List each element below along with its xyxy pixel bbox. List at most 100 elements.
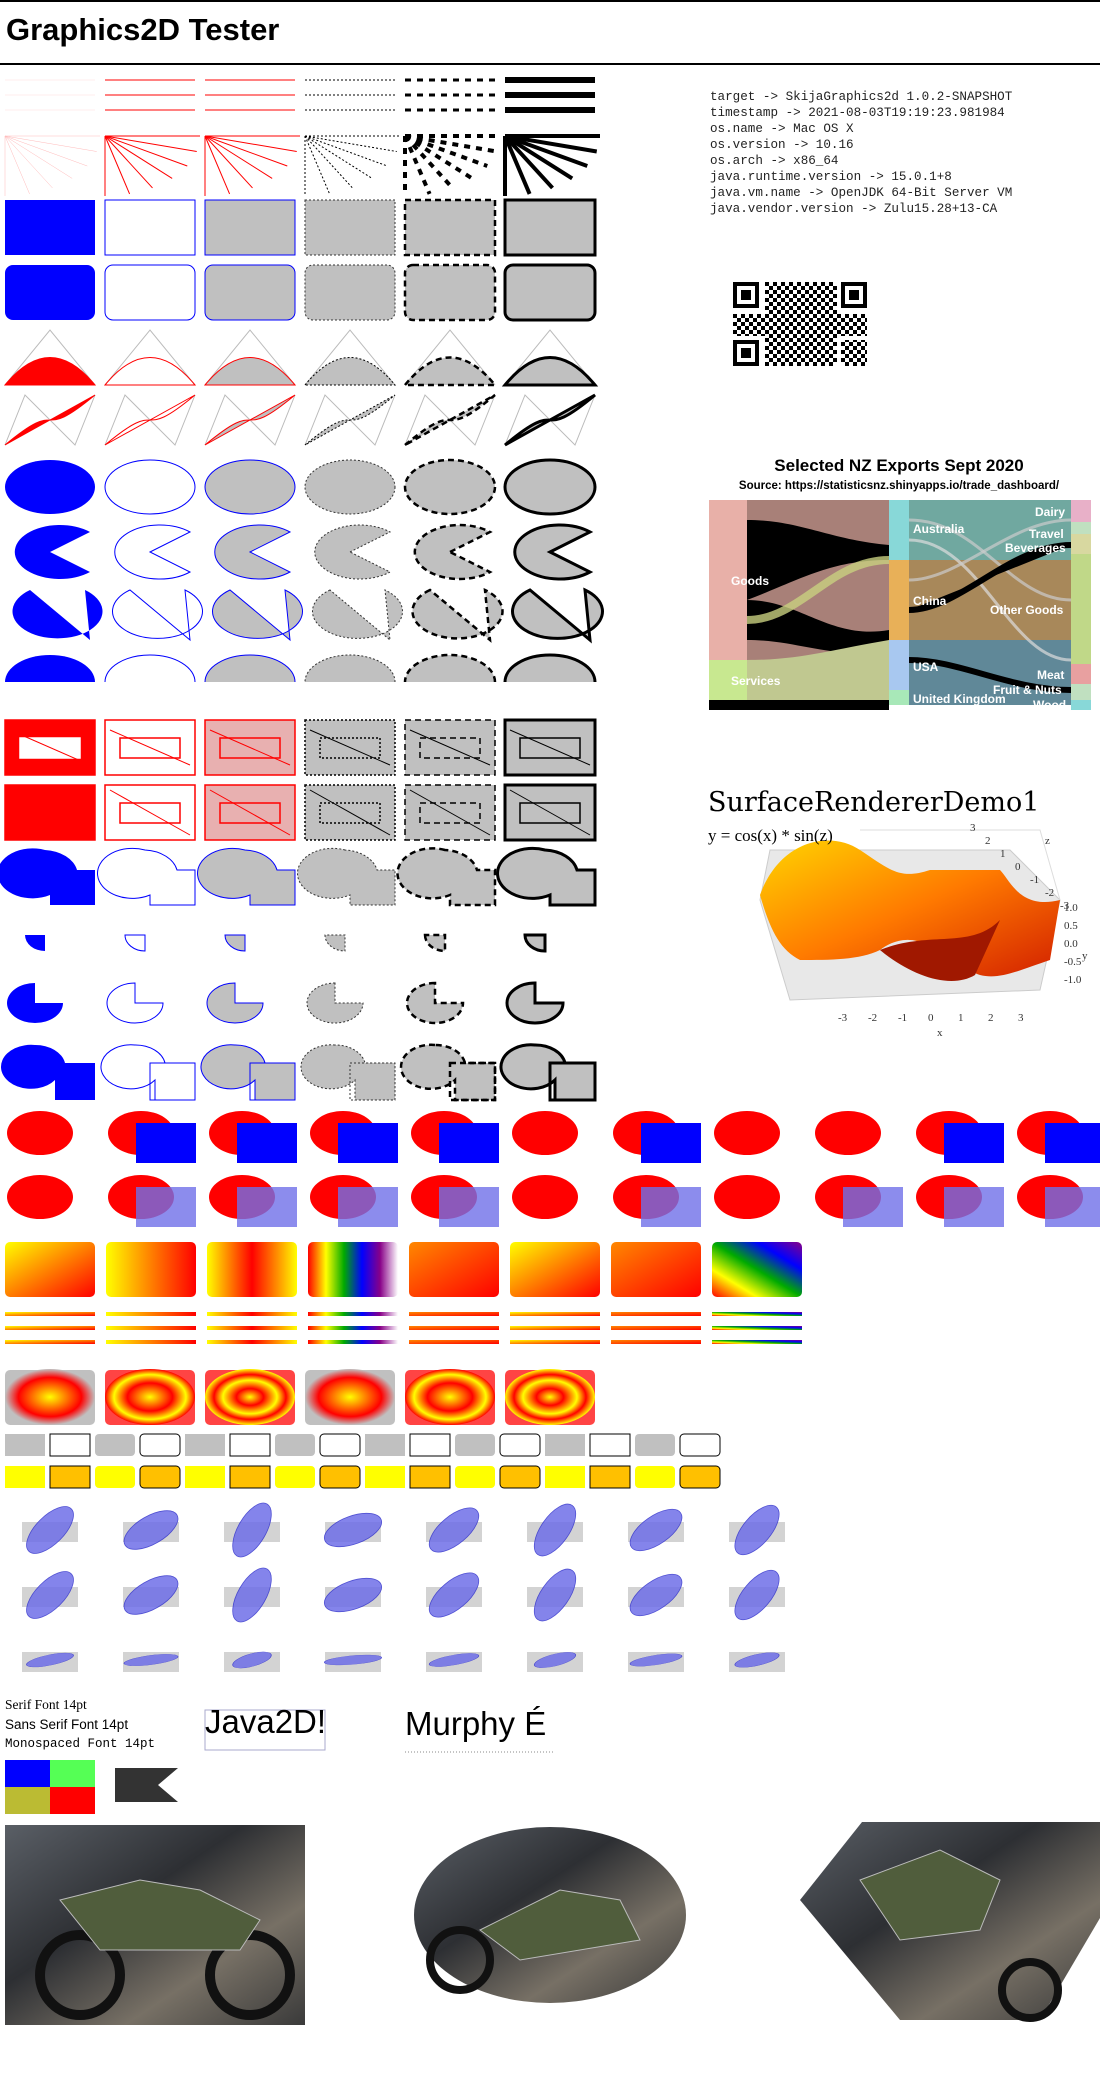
system-info-line: os.name -> Mac OS X bbox=[710, 122, 854, 136]
area-diag bbox=[309, 729, 391, 766]
fan-line bbox=[104, 135, 153, 189]
arc-sample bbox=[5, 655, 95, 682]
union2-sample bbox=[300, 1044, 396, 1101]
composite-rect bbox=[136, 1187, 196, 1227]
radial-gradient-sample bbox=[405, 1369, 495, 1425]
small-pie-sample bbox=[523, 933, 547, 953]
gradient-line bbox=[712, 1340, 802, 1344]
y-tick-label: -1.0 bbox=[1064, 974, 1082, 986]
union-rect bbox=[548, 1061, 597, 1102]
radial-gradient-sample bbox=[105, 1369, 195, 1425]
system-info: target -> SkijaGraphics2d 1.0.2-SNAPSHOT… bbox=[710, 89, 1012, 217]
small-pie-sample bbox=[224, 934, 246, 952]
fan-line bbox=[104, 135, 197, 153]
quad-curve-sample bbox=[203, 357, 297, 386]
fan-line bbox=[4, 135, 30, 195]
mini-shape bbox=[49, 1433, 91, 1457]
area-inner bbox=[319, 802, 381, 824]
chord-sample bbox=[312, 589, 403, 642]
small-pie-sample bbox=[423, 933, 447, 953]
round-rect-sample bbox=[5, 265, 95, 320]
qr-code bbox=[733, 282, 867, 366]
pie-quarter-sample bbox=[505, 981, 565, 1025]
transform-shape bbox=[232, 1502, 272, 1558]
round-rect-sample bbox=[104, 264, 196, 321]
x-tick-label: -1 bbox=[898, 1012, 908, 1024]
pie-sample bbox=[214, 524, 292, 580]
gradient-rect bbox=[308, 1242, 398, 1297]
gradient-line bbox=[5, 1340, 95, 1344]
radial-gradient-sample bbox=[5, 1369, 95, 1425]
fan-line bbox=[504, 134, 588, 168]
mini-shape bbox=[409, 1433, 451, 1457]
z-tick-label: -2 bbox=[1045, 887, 1055, 899]
gradient-line bbox=[409, 1326, 499, 1330]
gradient-rect bbox=[510, 1242, 600, 1297]
mini-shape bbox=[319, 1465, 361, 1489]
sankey-label-fruit-nuts: Fruit & Nuts bbox=[993, 683, 1062, 697]
transform-shape bbox=[123, 1510, 179, 1550]
gradient-line bbox=[611, 1340, 701, 1344]
union-rect bbox=[448, 1061, 497, 1102]
arc-sample bbox=[204, 654, 296, 683]
mini-shape bbox=[365, 1466, 405, 1488]
composite-rect bbox=[136, 1123, 196, 1163]
area-inner bbox=[219, 737, 281, 759]
transform-shape bbox=[232, 1651, 272, 1669]
quad-curve-sample bbox=[3, 357, 97, 386]
union-sample bbox=[97, 847, 196, 906]
ellipse-sample bbox=[204, 459, 296, 515]
fan-line bbox=[204, 135, 297, 153]
area-inner bbox=[419, 802, 481, 824]
x-tick-label: 1 bbox=[958, 1012, 964, 1024]
area-diag bbox=[9, 729, 91, 766]
mini-shape bbox=[229, 1433, 271, 1457]
fan-line bbox=[504, 134, 598, 154]
area-inner bbox=[19, 802, 81, 824]
area-inner bbox=[219, 802, 281, 824]
mini-shape bbox=[139, 1433, 181, 1457]
pie-quarter-sample bbox=[206, 982, 264, 1024]
union-rect bbox=[149, 1062, 196, 1101]
gradient-line bbox=[611, 1312, 701, 1316]
fan-line bbox=[104, 135, 188, 167]
cubic-curve-sample bbox=[504, 393, 596, 447]
transform-shape bbox=[324, 1512, 382, 1548]
composite-rect bbox=[843, 1187, 903, 1227]
chord-sample bbox=[12, 590, 103, 640]
x-tick-label: 0 bbox=[928, 1012, 934, 1024]
pie-quarter-sample bbox=[7, 983, 63, 1023]
area-inner bbox=[519, 802, 581, 824]
mini-shape bbox=[455, 1434, 495, 1456]
composite-circle bbox=[815, 1111, 881, 1155]
composite-rect bbox=[237, 1187, 297, 1227]
top-border bbox=[0, 0, 1100, 2]
union-rect bbox=[349, 1062, 396, 1101]
gradient-line bbox=[5, 1312, 95, 1316]
fan-line bbox=[4, 135, 97, 152]
area-inner bbox=[319, 737, 381, 759]
motorcycle-silhouettes bbox=[35, 1849, 1062, 2022]
rect-sample bbox=[5, 200, 95, 255]
sankey-label-beverages: Beverages bbox=[1005, 541, 1066, 555]
transform-shape bbox=[629, 1508, 683, 1552]
mini-shape bbox=[365, 1434, 405, 1456]
fan-line bbox=[204, 135, 288, 167]
composite-circle bbox=[512, 1111, 578, 1155]
composite-rect bbox=[1045, 1123, 1100, 1163]
pie-quarter-sample bbox=[306, 982, 364, 1024]
gradient-line bbox=[106, 1326, 196, 1330]
gradient-line bbox=[308, 1312, 398, 1316]
pie-sample bbox=[314, 524, 392, 580]
mini-shape bbox=[275, 1434, 315, 1456]
area-inner bbox=[419, 737, 481, 759]
union2-sample bbox=[200, 1044, 296, 1101]
transform-shape bbox=[734, 1569, 780, 1621]
ellipse-sample bbox=[304, 459, 396, 515]
composite-rect bbox=[439, 1123, 499, 1163]
sankey-label-services: Services bbox=[731, 674, 781, 688]
transform-shape bbox=[428, 1572, 480, 1618]
fan-line bbox=[404, 134, 498, 154]
union2-sample bbox=[100, 1044, 196, 1101]
gradient-line bbox=[510, 1312, 600, 1316]
